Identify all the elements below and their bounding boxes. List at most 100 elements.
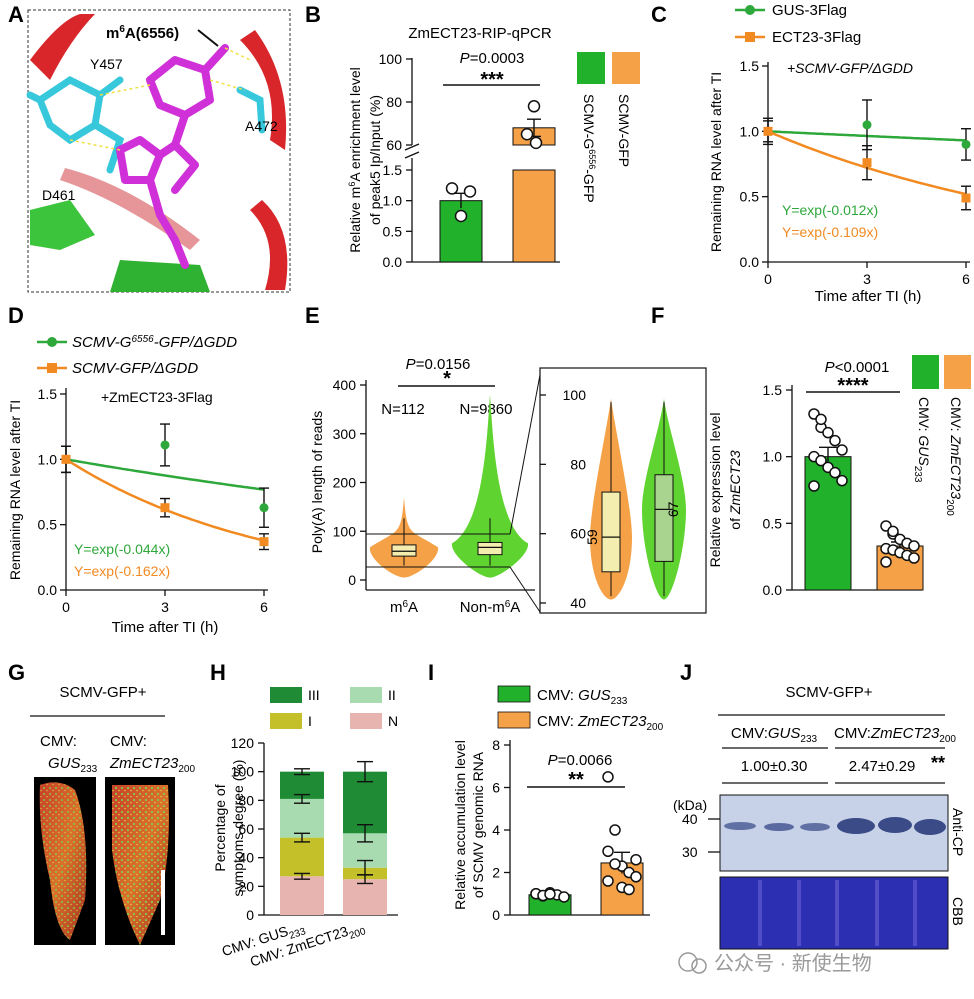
chart-d-fit-green: Y=exp(-0.044x): [74, 541, 170, 557]
chart-i-point-2-4: [630, 871, 642, 883]
chart-i-ytick-label-1: 2: [492, 865, 500, 881]
chart-c-fit-green: Y=exp(-0.012x): [782, 202, 878, 218]
band-3: [800, 823, 830, 831]
panel-a-structure: m6A(6556) Y457 A472 D461: [26, 9, 291, 293]
panel-j-bands: [724, 817, 946, 835]
chart-d-point-1-1: [160, 440, 170, 450]
chart-h-ytick-label-3: 60: [238, 821, 254, 837]
chart-f-p-value: P<0.0001: [825, 359, 890, 376]
chart-h-legend-label-N: N: [388, 713, 398, 729]
chart-f-ticks: 0.0 0.5 1.0 1.5: [763, 382, 792, 598]
chart-b-legend-swatch-green: [577, 52, 605, 84]
chart-b-p-value: P=0.0003: [460, 50, 525, 67]
panel-j-marker-30: 30: [682, 844, 698, 860]
chart-f-point-2-10: [880, 556, 892, 568]
chart-c-legend-marker-orange: [745, 32, 755, 42]
chart-h-ytick-label-4: 80: [238, 792, 254, 808]
panel-j-blot-label-cbb: CBB: [950, 897, 966, 926]
chart-b-ylabel: Relative m6A enrichment level: [347, 67, 363, 253]
chart-f-ytick-label-2: 1.0: [763, 449, 783, 465]
chart-e-inset-ytick-label-0: 40: [570, 595, 586, 611]
chart-e-ytick-label-3: 300: [333, 426, 357, 442]
panel-label-i: I: [428, 660, 434, 685]
chart-i-point-2-9: [630, 854, 642, 866]
chart-d-annotation: +ZmECT23-3Flag: [101, 389, 213, 405]
chart-f-ylabel-line2: of ZmECT23: [727, 450, 743, 530]
chart-e-zoom-connector-top: [509, 374, 541, 535]
chart-e-ylabel: Poly(A) length of reads: [309, 411, 325, 553]
chart-d-xlabel: Time after TI (h): [112, 619, 219, 636]
band-4: [837, 818, 875, 834]
chart-c-xtick-label-2: 6: [962, 271, 970, 287]
chart-f-point-2-4: [908, 540, 920, 552]
chart-e-box-1: [391, 544, 417, 557]
chart-b-point-2-1: [520, 128, 534, 141]
chart-c-legend-label-1: GUS-3Flag: [772, 2, 847, 19]
chart-f-point-1-4: [836, 444, 848, 456]
chart-c-xtick-label-0: 0: [764, 271, 772, 287]
cbb-lane-sep-5: [913, 880, 917, 946]
chart-c-ytick-label-1: 0.5: [740, 189, 760, 205]
chart-d-legend: SCMV-G6556-GFP/ΔGDD SCMV-GFP/ΔGDD: [37, 334, 237, 377]
chart-c-ytick-label-0: 0.0: [740, 254, 760, 270]
chart-f-point-1-6: [815, 454, 827, 467]
chart-h-legend-label-I: I: [308, 713, 312, 729]
panel-c-chart: GUS-3Flag ECT23-3Flag +SCMV-GFP/ΔGDD 0.0…: [708, 2, 971, 305]
chart-i-legend-label-2: CMV: ZmECT23200: [537, 713, 664, 733]
chart-f-point-1-8: [829, 466, 841, 479]
chart-c-marks: [763, 99, 971, 211]
chart-e-ytick-label-0: 0: [348, 572, 356, 588]
cbb-lane-sep-3: [835, 880, 839, 946]
chart-b-ytick-label-high-0: 60: [386, 137, 402, 153]
watermark: 公众号 · 新使生物: [678, 952, 872, 975]
panel-label-b: B: [305, 2, 321, 27]
chart-e-ytick-label-4: 400: [333, 377, 357, 393]
chart-e-sig-star: *: [443, 368, 451, 390]
chart-f-point-1-11: [815, 413, 827, 426]
chart-d-point-2-1: [160, 503, 170, 513]
chart-f-point-1-2: [822, 426, 834, 439]
chart-c-legend-marker-green: [745, 5, 755, 15]
magenta-ligand: [116, 44, 229, 269]
panel-j-kda-label: (kDa): [673, 797, 707, 813]
chart-d-legend-marker-green: [47, 337, 57, 347]
chart-i-point-2-1: [609, 824, 621, 836]
chart-f-ytick-label-1: 0.5: [763, 515, 783, 531]
chart-i-ytick-label-4: 8: [492, 737, 500, 753]
ribbon-red-1: [30, 14, 95, 80]
chart-i-point-2-0: [602, 771, 614, 783]
chart-b-marks: [439, 100, 556, 263]
chart-h-legend-swatch-III: [270, 687, 302, 703]
residue-d461: D461: [42, 187, 76, 203]
chart-c-xlabel: Time after TI (h): [815, 288, 922, 305]
chart-h-segment-1-II: [280, 798, 324, 838]
chart-e-inset-ticks: 40 60 80 100: [540, 387, 586, 611]
chart-i-ytick-label-0: 0: [492, 907, 500, 923]
chart-e-box-2: [477, 541, 503, 556]
panel-j-group-2: CMV:ZmECT23200: [834, 725, 956, 745]
chart-i-legend-swatch-green: [497, 685, 531, 703]
panel-j-marker-40: 40: [682, 811, 698, 827]
chart-h-legend-swatch-N: [350, 713, 382, 729]
chart-b-ytick-label-low-1: 0.5: [383, 223, 403, 239]
chart-d-fit-orange: Y=exp(-0.162x): [74, 563, 170, 579]
watermark-icon-2: [691, 958, 707, 974]
pointer-line: [197, 29, 219, 47]
panel-g-label-2-line1: CMV:: [110, 733, 147, 750]
chart-e-ytick-label-2: 200: [333, 475, 357, 491]
chart-h-segment-1-N: [280, 876, 324, 915]
panel-j-blot-label-anti-cp: Anti-CP: [950, 808, 966, 856]
chart-i-ticks: 0 2 4 6 8: [492, 737, 510, 923]
chart-d-ytick-label-3: 1.5: [38, 386, 58, 402]
chart-h-ytick-label-1: 20: [238, 878, 254, 894]
panel-g-title: SCMV-GFP+: [59, 684, 146, 701]
chart-e-marks: [369, 394, 529, 578]
chart-i-p-value: P=0.0066: [548, 752, 613, 769]
cbb-lane-sep-4: [875, 880, 879, 946]
cyan-residue-sticks: [26, 75, 266, 174]
chart-i-marks: [528, 771, 644, 916]
chart-f-ytick-label-0: 0.0: [763, 582, 783, 598]
chart-d-xtick-label-2: 6: [260, 599, 268, 615]
chart-e-category-1: m6A: [390, 599, 418, 616]
